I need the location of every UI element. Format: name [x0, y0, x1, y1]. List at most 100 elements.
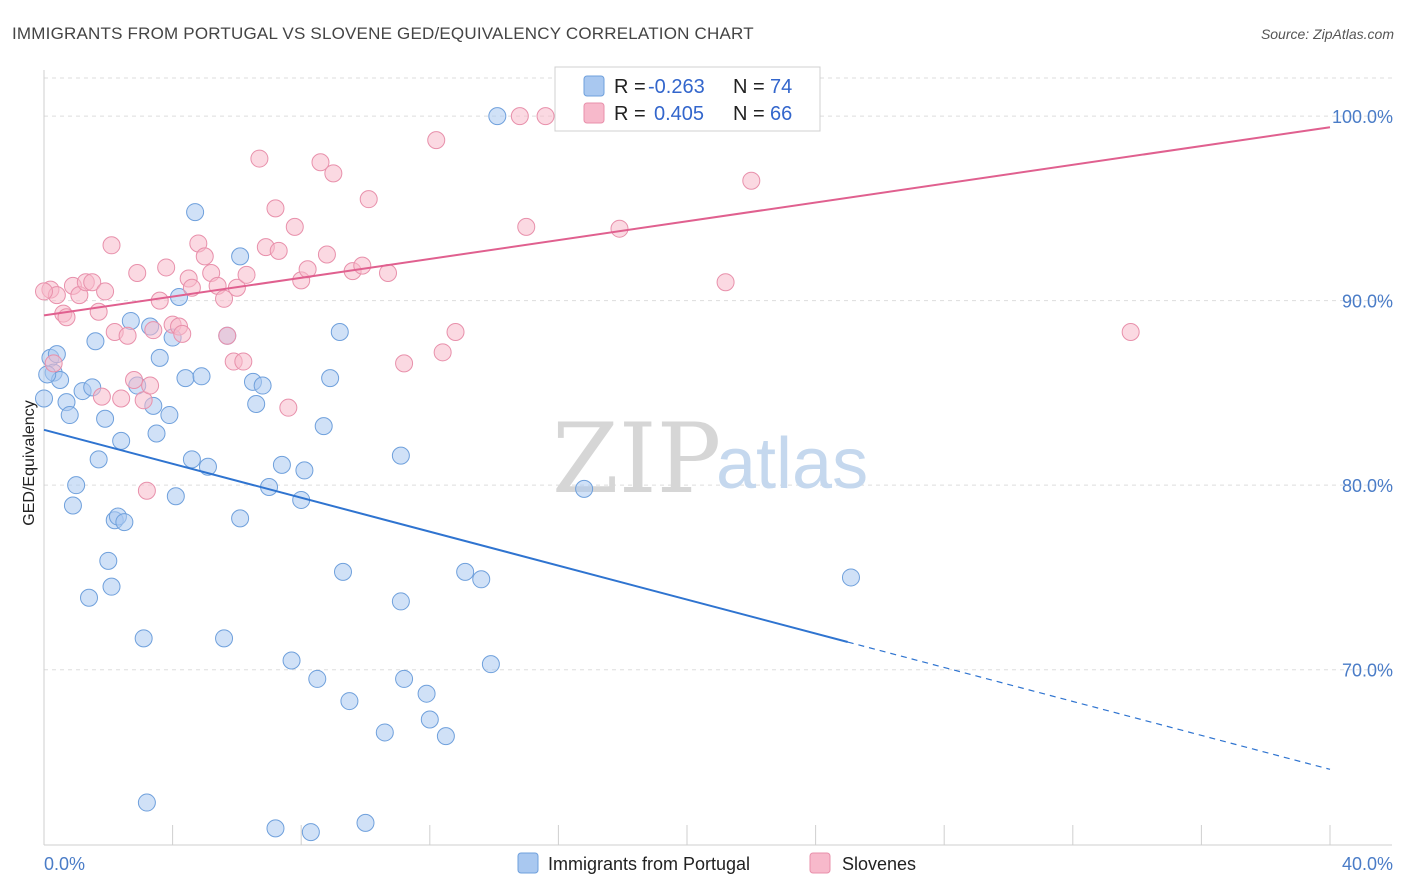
point-immigrants-from-portugal: [301, 823, 320, 842]
point-slovenes: [237, 265, 256, 284]
point-immigrants-from-portugal: [356, 813, 375, 832]
point-immigrants-from-portugal: [182, 450, 201, 469]
trend-line-immigrants-from-portugal: [43, 428, 849, 643]
point-slovenes: [610, 219, 629, 238]
point-immigrants-from-portugal: [841, 568, 860, 587]
point-slovenes: [324, 164, 343, 183]
x-tick-label: 40.0%: [1342, 854, 1393, 874]
point-slovenes: [517, 217, 536, 236]
point-slovenes: [353, 256, 372, 275]
point-immigrants-from-portugal: [321, 369, 340, 388]
point-slovenes: [125, 371, 144, 389]
point-slovenes: [182, 278, 201, 297]
point-slovenes: [83, 273, 102, 292]
point-slovenes: [250, 149, 269, 168]
legend: R = -0.263 N = 74 R = 0.405 N = 66: [554, 66, 821, 132]
point-slovenes: [379, 263, 398, 282]
point-immigrants-from-portugal: [115, 513, 134, 532]
point-immigrants-from-portugal: [395, 669, 414, 688]
point-immigrants-from-portugal: [137, 793, 156, 812]
point-slovenes: [157, 258, 176, 277]
point-slovenes: [92, 387, 111, 406]
point-immigrants-from-portugal: [102, 577, 121, 596]
axes: [43, 70, 1392, 846]
point-immigrants-from-portugal: [192, 367, 211, 386]
point-immigrants-from-portugal: [99, 551, 118, 570]
trend-line-slovenes: [43, 126, 1331, 317]
point-immigrants-from-portugal: [253, 376, 272, 395]
point-immigrants-from-portugal: [330, 323, 349, 342]
point-slovenes: [137, 481, 156, 500]
bottom-legend-label-pink: Slovenes: [842, 854, 916, 874]
tick-labels: 70.0% 80.0% 90.0% 100.0% 0.0% 40.0%: [44, 107, 1393, 874]
watermark: ZIP atlas: [552, 403, 868, 515]
point-slovenes: [716, 273, 735, 292]
legend-r-value-1: -0.263: [648, 76, 705, 98]
legend-r-value-2: 0.405: [654, 103, 704, 125]
point-immigrants-from-portugal: [575, 479, 594, 498]
legend-swatch-blue: [583, 75, 605, 97]
point-slovenes: [269, 241, 288, 260]
point-immigrants-from-portugal: [166, 487, 185, 506]
point-immigrants-from-portugal: [134, 629, 153, 648]
bottom-legend-label-blue: Immigrants from Portugal: [548, 854, 750, 874]
point-immigrants-from-portugal: [436, 727, 455, 746]
point-immigrants-from-portugal: [333, 562, 352, 581]
point-slovenes: [173, 324, 192, 343]
point-slovenes: [433, 343, 452, 362]
point-slovenes: [96, 282, 115, 301]
point-immigrants-from-portugal: [375, 723, 394, 742]
trend-line-immigrants-from-portugal-projection: [847, 641, 1331, 770]
point-slovenes: [1121, 323, 1140, 342]
point-immigrants-from-portugal: [147, 424, 166, 443]
point-slovenes: [35, 282, 53, 301]
point-immigrants-from-portugal: [89, 450, 108, 469]
point-slovenes: [311, 153, 330, 172]
point-immigrants-from-portugal: [266, 819, 285, 838]
legend-r-label-2: R =: [614, 103, 646, 125]
point-slovenes: [102, 236, 121, 255]
point-slovenes: [150, 291, 169, 310]
point-slovenes: [742, 171, 761, 190]
point-slovenes: [359, 190, 378, 209]
legend-r-label-1: R =: [614, 76, 646, 98]
point-slovenes: [395, 354, 414, 373]
point-slovenes: [141, 376, 160, 395]
y-tick-label: 90.0%: [1342, 292, 1393, 312]
point-immigrants-from-portugal: [472, 570, 491, 589]
point-immigrants-from-portugal: [231, 247, 250, 266]
trend-lines: [43, 126, 1331, 770]
point-slovenes: [44, 354, 63, 373]
point-immigrants-from-portugal: [112, 431, 131, 450]
point-immigrants-from-portugal: [340, 692, 359, 711]
point-immigrants-from-portugal: [35, 389, 53, 408]
y-tick-label: 80.0%: [1342, 476, 1393, 496]
bottom-legend: Immigrants from Portugal Slovenes: [517, 852, 916, 874]
point-immigrants-from-portugal: [176, 369, 195, 388]
point-immigrants-from-portugal: [63, 496, 82, 515]
point-immigrants-from-portugal: [308, 669, 327, 688]
bottom-legend-swatch-blue: [517, 852, 539, 874]
point-immigrants-from-portugal: [272, 455, 291, 474]
point-slovenes: [536, 107, 555, 126]
point-immigrants-from-portugal: [481, 655, 500, 674]
point-slovenes: [266, 199, 285, 218]
watermark-zip: ZIP: [552, 403, 721, 515]
grid-lines: [44, 77, 1392, 671]
point-immigrants-from-portugal: [456, 562, 475, 581]
point-immigrants-from-portugal: [417, 684, 436, 703]
point-immigrants-from-portugal: [150, 348, 169, 367]
point-immigrants-from-portugal: [420, 710, 439, 729]
point-immigrants-from-portugal: [96, 409, 115, 428]
point-immigrants-from-portugal: [215, 629, 234, 648]
point-immigrants-from-portugal: [247, 394, 266, 413]
legend-n-label-1: N =: [733, 76, 765, 98]
point-slovenes: [195, 247, 214, 266]
point-immigrants-from-portugal: [391, 446, 410, 465]
legend-n-value-1: 74: [770, 76, 792, 98]
series-slovenes: [35, 107, 1140, 500]
point-immigrants-from-portugal: [86, 332, 105, 351]
point-immigrants-from-portugal: [488, 107, 507, 126]
point-immigrants-from-portugal: [282, 651, 301, 670]
